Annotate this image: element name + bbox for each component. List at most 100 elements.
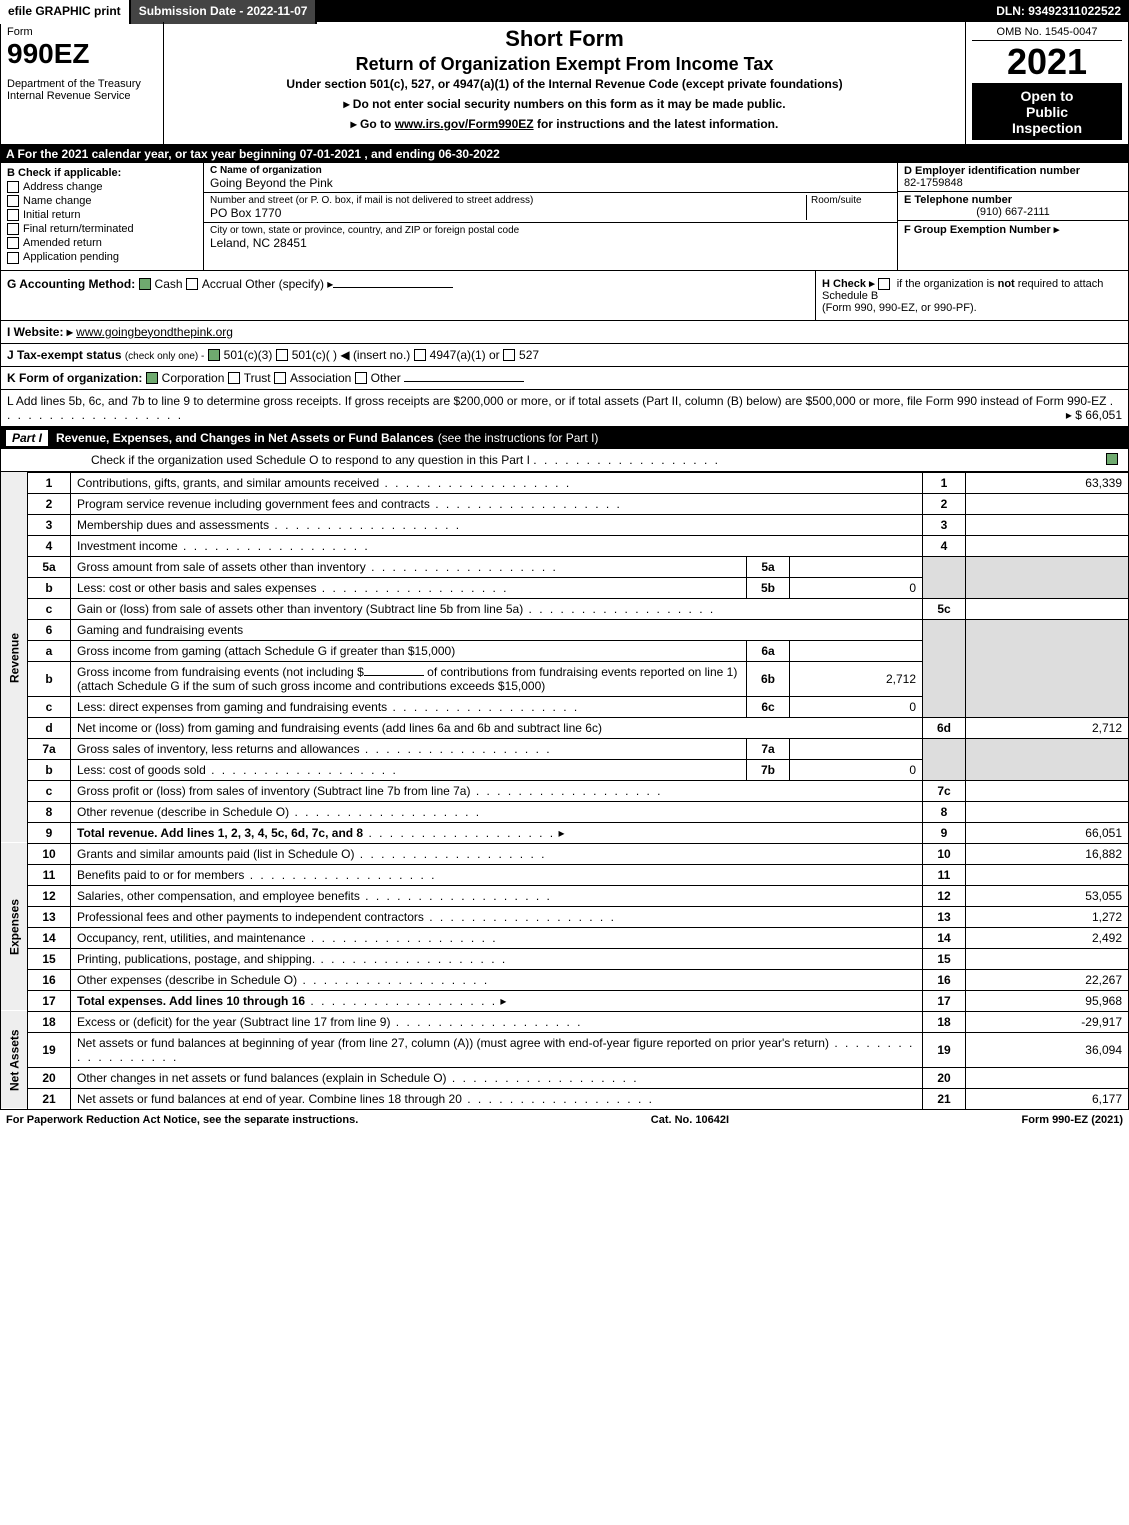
checkbox-corporation[interactable] [146, 372, 158, 384]
org-name: Going Beyond the Pink [210, 176, 891, 190]
amount-l15 [966, 948, 1129, 969]
table-row: 16 Other expenses (describe in Schedule … [1, 969, 1129, 990]
inst2-pre: ▸ Go to [351, 117, 395, 131]
table-row: 13 Professional fees and other payments … [1, 906, 1129, 927]
form-org-label: K Form of organization: [7, 371, 142, 385]
info-section: B Check if applicable: Address change Na… [0, 163, 1129, 271]
table-row: 3 Membership dues and assessments 3 [1, 514, 1129, 535]
table-row: 15 Printing, publications, postage, and … [1, 948, 1129, 969]
accounting-method-label: G Accounting Method: [7, 277, 135, 291]
table-row: 14 Occupancy, rent, utilities, and maint… [1, 927, 1129, 948]
revenue-vertical-label: Revenue [1, 472, 28, 843]
room-label: Room/suite [811, 195, 891, 206]
amount-l1: 63,339 [966, 472, 1129, 493]
val-7b: 0 [790, 759, 923, 780]
expenses-vertical-label: Expenses [1, 843, 28, 1011]
val-5b: 0 [790, 577, 923, 598]
table-row: 9 Total revenue. Add lines 1, 2, 3, 4, 5… [1, 822, 1129, 843]
table-row: c Gain or (loss) from sale of assets oth… [1, 598, 1129, 619]
inst2-post: for instructions and the latest informat… [534, 117, 779, 131]
header-left: Form 990EZ Department of the Treasury In… [1, 22, 164, 144]
checkbox-schedule-b[interactable] [878, 278, 890, 290]
dln: DLN: 93492311022522 [988, 2, 1129, 20]
checkbox-address-change[interactable] [7, 181, 19, 193]
val-5a [790, 556, 923, 577]
header-right: OMB No. 1545-0047 2021 Open to Public In… [966, 22, 1128, 144]
part-1-header: Part I Revenue, Expenses, and Changes in… [0, 427, 1129, 449]
row-l: L Add lines 5b, 6c, and 7b to line 9 to … [0, 390, 1129, 427]
amount-l14: 2,492 [966, 927, 1129, 948]
amount-l9: 66,051 [966, 822, 1129, 843]
section-b: B Check if applicable: Address change Na… [1, 163, 204, 270]
checkbox-other-org[interactable] [355, 372, 367, 384]
checkbox-cash[interactable] [139, 278, 151, 290]
checkbox-trust[interactable] [228, 372, 240, 384]
table-row: 5a Gross amount from sale of assets othe… [1, 556, 1129, 577]
section-b-label: B Check if applicable: [7, 167, 121, 179]
tax-exempt-label: J Tax-exempt status [7, 348, 122, 362]
checkbox-schedule-o-part1[interactable] [1106, 453, 1118, 465]
checkbox-4947[interactable] [414, 349, 426, 361]
dept-text: Department of the Treasury [7, 78, 157, 90]
amount-l5c [966, 598, 1129, 619]
checkbox-initial-return[interactable] [7, 209, 19, 221]
amount-l2 [966, 493, 1129, 514]
val-6c: 0 [790, 696, 923, 717]
row-j: J Tax-exempt status (check only one) - 5… [0, 344, 1129, 367]
amount-l20 [966, 1067, 1129, 1088]
checkbox-final-return[interactable] [7, 223, 19, 235]
form-header: Form 990EZ Department of the Treasury In… [0, 22, 1129, 145]
ein-label: D Employer identification number [904, 165, 1080, 177]
table-row: 12 Salaries, other compensation, and emp… [1, 885, 1129, 906]
irs-link[interactable]: www.irs.gov/Form990EZ [395, 117, 534, 131]
table-row: Revenue 1 Contributions, gifts, grants, … [1, 472, 1129, 493]
phone-label: E Telephone number [904, 194, 1012, 206]
footer-left: For Paperwork Reduction Act Notice, see … [6, 1114, 358, 1126]
amount-l4 [966, 535, 1129, 556]
amount-l10: 16,882 [966, 843, 1129, 864]
amount-l21: 6,177 [966, 1088, 1129, 1109]
checkbox-amended-return[interactable] [7, 237, 19, 249]
table-row: c Gross profit or (loss) from sales of i… [1, 780, 1129, 801]
part-1-title: Revenue, Expenses, and Changes in Net As… [56, 431, 434, 445]
website-link[interactable]: www.goingbeyondthepink.org [76, 325, 233, 339]
footer-right: Form 990-EZ (2021) [1022, 1114, 1124, 1126]
checkbox-accrual[interactable] [186, 278, 198, 290]
amount-l13: 1,272 [966, 906, 1129, 927]
table-row: 17 Total expenses. Add lines 10 through … [1, 990, 1129, 1011]
amount-l19: 36,094 [966, 1032, 1129, 1067]
checkbox-name-change[interactable] [7, 195, 19, 207]
checkbox-association[interactable] [274, 372, 286, 384]
header-center: Short Form Return of Organization Exempt… [164, 22, 966, 144]
netassets-vertical-label: Net Assets [1, 1011, 28, 1109]
subtitle: Under section 501(c), 527, or 4947(a)(1)… [170, 77, 959, 91]
group-exemption-label: F Group Exemption Number ▸ [904, 224, 1059, 236]
footer-catalog: Cat. No. 10642I [651, 1114, 729, 1126]
part-1-note: (see the instructions for Part I) [438, 431, 599, 445]
checkbox-application-pending[interactable] [7, 252, 19, 264]
table-row: 6 Gaming and fundraising events [1, 619, 1129, 640]
row-h-label: H Check ▸ [822, 278, 875, 290]
table-row: 7a Gross sales of inventory, less return… [1, 738, 1129, 759]
amount-l8 [966, 801, 1129, 822]
table-row: 8 Other revenue (describe in Schedule O)… [1, 801, 1129, 822]
part-1-check-line: Check if the organization used Schedule … [0, 449, 1129, 472]
checkbox-501c3[interactable] [208, 349, 220, 361]
instruction-1: ▸ Do not enter social security numbers o… [170, 97, 959, 111]
val-7a [790, 738, 923, 759]
row-k: K Form of organization: Corporation Trus… [0, 367, 1129, 390]
table-row: 20 Other changes in net assets or fund b… [1, 1067, 1129, 1088]
table-row: 11 Benefits paid to or for members 11 [1, 864, 1129, 885]
val-6b: 2,712 [790, 661, 923, 696]
table-row: 4 Investment income 4 [1, 535, 1129, 556]
checkbox-527[interactable] [503, 349, 515, 361]
other-specify-blank[interactable] [333, 287, 453, 288]
amount-l6d: 2,712 [966, 717, 1129, 738]
city-label: City or town, state or province, country… [210, 225, 891, 236]
checkbox-501c[interactable] [276, 349, 288, 361]
title-short-form: Short Form [170, 26, 959, 52]
form-number: 990EZ [7, 38, 157, 70]
other-org-blank[interactable] [404, 381, 524, 382]
amount-l3 [966, 514, 1129, 535]
amount-l11 [966, 864, 1129, 885]
